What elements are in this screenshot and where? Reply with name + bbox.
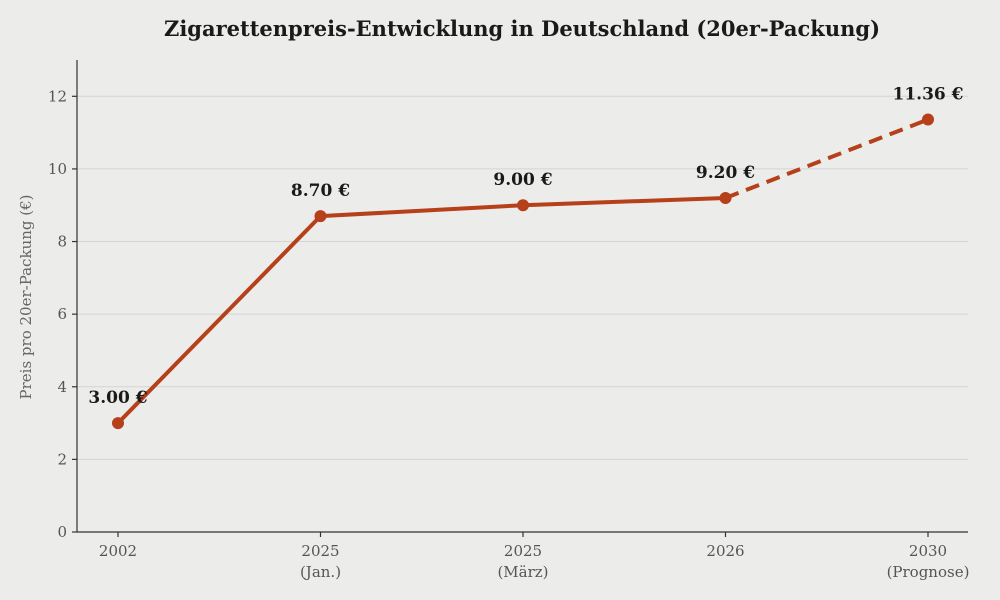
y-tick-label: 12 bbox=[48, 87, 67, 105]
data-point bbox=[922, 113, 934, 126]
data-labels: 3.00 € 8.70 € 9.00 € 9.20 € 11.36 € bbox=[88, 85, 963, 409]
y-tick-label: 2 bbox=[57, 450, 67, 468]
y-tick-label: 0 bbox=[57, 523, 67, 541]
y-axis-label: Preis pro 20er-Packung (€) bbox=[17, 195, 35, 400]
series-layer bbox=[116, 117, 929, 425]
data-label: 9.00 € bbox=[493, 170, 552, 190]
y-tick-label: 10 bbox=[48, 160, 67, 178]
x-tick-label: 2025 bbox=[301, 542, 339, 560]
data-point bbox=[517, 199, 529, 212]
x-tick-label: 2002 bbox=[99, 542, 137, 560]
x-tick-label: 2025 bbox=[504, 542, 542, 560]
x-tick-sublabel: (März) bbox=[497, 563, 548, 581]
tick-labels: 0 2 4 6 8 10 12 2002 2025 (Jan.) 2025 (März) 2026 203… bbox=[48, 87, 970, 581]
series-line-forecast bbox=[724, 117, 929, 200]
y-tick-label: 6 bbox=[57, 305, 67, 323]
data-label: 8.70 € bbox=[291, 181, 350, 201]
data-label: 11.36 € bbox=[893, 85, 964, 105]
data-label: 3.00 € bbox=[88, 388, 147, 408]
axes bbox=[72, 60, 968, 537]
series-line bbox=[116, 195, 726, 425]
data-point bbox=[314, 210, 327, 223]
data-point bbox=[112, 417, 124, 430]
grid bbox=[77, 95, 968, 460]
data-label: 9.20 € bbox=[696, 163, 755, 183]
x-tick-label: 2026 bbox=[706, 542, 744, 560]
x-tick-sublabel: (Jan.) bbox=[300, 563, 341, 581]
x-tick-sublabel: (Prognose) bbox=[887, 563, 970, 581]
y-tick-label: 8 bbox=[57, 233, 67, 251]
data-points bbox=[112, 113, 934, 430]
data-point bbox=[719, 191, 732, 204]
chart-title: Zigarettenpreis-Entwicklung in Deutschla… bbox=[164, 16, 880, 41]
y-tick-label: 4 bbox=[57, 378, 67, 396]
x-tick-label: 2030 bbox=[909, 542, 947, 560]
